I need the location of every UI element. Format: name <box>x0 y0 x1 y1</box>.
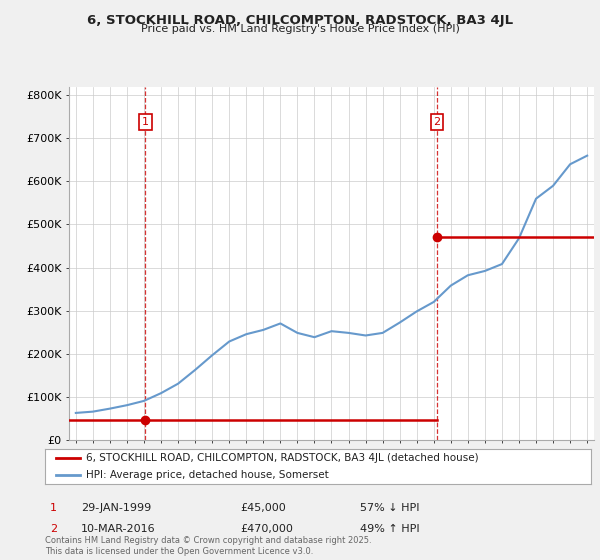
Text: 6, STOCKHILL ROAD, CHILCOMPTON, RADSTOCK, BA3 4JL (detached house): 6, STOCKHILL ROAD, CHILCOMPTON, RADSTOCK… <box>86 453 479 463</box>
Text: 6, STOCKHILL ROAD, CHILCOMPTON, RADSTOCK, BA3 4JL: 6, STOCKHILL ROAD, CHILCOMPTON, RADSTOCK… <box>87 14 513 27</box>
Text: £45,000: £45,000 <box>240 503 286 513</box>
Text: £470,000: £470,000 <box>240 524 293 534</box>
Text: 29-JAN-1999: 29-JAN-1999 <box>81 503 151 513</box>
Text: Price paid vs. HM Land Registry's House Price Index (HPI): Price paid vs. HM Land Registry's House … <box>140 24 460 34</box>
Text: Contains HM Land Registry data © Crown copyright and database right 2025.
This d: Contains HM Land Registry data © Crown c… <box>45 536 371 556</box>
Text: 49% ↑ HPI: 49% ↑ HPI <box>360 524 419 534</box>
Text: 2: 2 <box>433 117 440 127</box>
Text: 10-MAR-2016: 10-MAR-2016 <box>81 524 155 534</box>
Text: 1: 1 <box>142 117 149 127</box>
Text: HPI: Average price, detached house, Somerset: HPI: Average price, detached house, Some… <box>86 469 329 479</box>
Text: 2: 2 <box>50 524 57 534</box>
Text: 1: 1 <box>50 503 57 513</box>
Text: 57% ↓ HPI: 57% ↓ HPI <box>360 503 419 513</box>
